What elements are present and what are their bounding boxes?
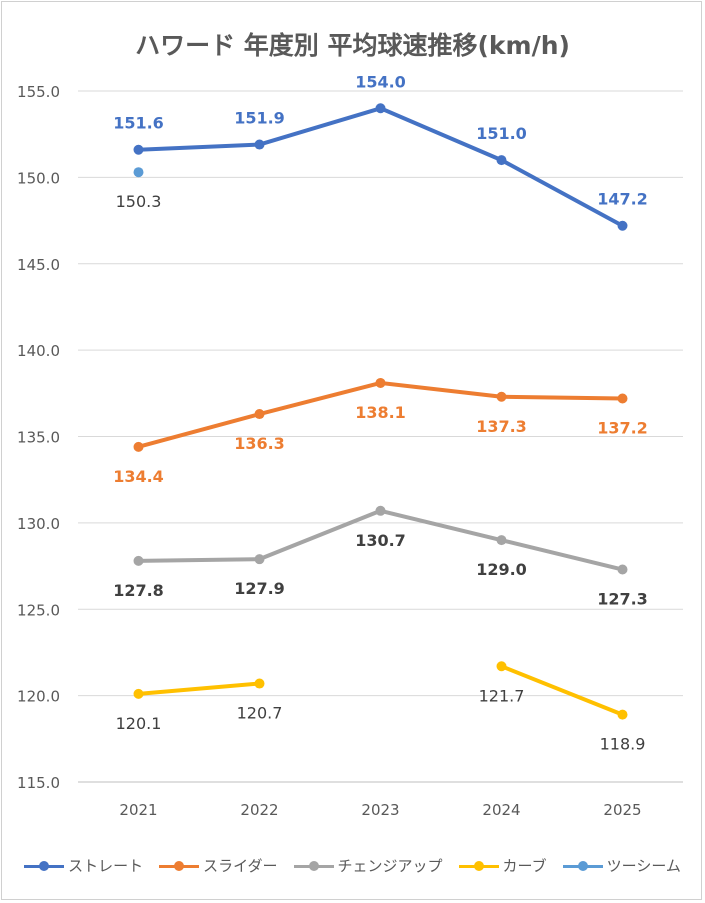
data-point xyxy=(133,167,144,178)
data-label: 129.0 xyxy=(476,560,527,579)
data-point xyxy=(617,220,628,231)
data-label: 120.1 xyxy=(116,714,162,733)
series-line-segment xyxy=(257,106,383,147)
chart-title: ハワード 年度別 平均球速推移(km/h) xyxy=(135,31,570,60)
data-label: 127.8 xyxy=(113,581,164,600)
y-tick-label: 115.0 xyxy=(17,774,60,792)
data-point xyxy=(133,688,144,699)
legend-label: カーブ xyxy=(502,857,547,875)
data-point xyxy=(254,139,265,150)
legend-item: スライダー xyxy=(159,855,278,876)
series-line-segment xyxy=(136,681,262,696)
series-line-segment xyxy=(499,394,625,401)
y-tick-label: 140.0 xyxy=(17,342,60,360)
data-point xyxy=(254,678,265,689)
data-label: 151.9 xyxy=(234,109,285,128)
x-tick-label: 2021 xyxy=(119,801,157,819)
legend-label: チェンジアップ xyxy=(337,857,443,875)
data-point xyxy=(496,661,507,672)
legend-swatch xyxy=(159,860,200,872)
x-tick-label: 2025 xyxy=(603,801,641,819)
legend-label: ストレート xyxy=(68,857,144,875)
data-label: 151.0 xyxy=(476,124,527,143)
data-point xyxy=(496,391,507,402)
legend-swatch xyxy=(293,860,334,872)
data-point xyxy=(375,103,386,114)
x-tick-label: 2024 xyxy=(482,801,520,819)
series-line-segment xyxy=(136,142,262,152)
data-point xyxy=(133,144,144,155)
data-label: 151.6 xyxy=(113,114,164,133)
legend-item: チェンジアップ xyxy=(293,855,443,876)
data-label: 137.2 xyxy=(597,418,648,437)
data-point xyxy=(375,505,386,516)
series-line-segment xyxy=(499,158,625,228)
series-line-segment xyxy=(378,380,504,399)
data-label: 137.3 xyxy=(476,417,527,436)
series-line-segment xyxy=(136,557,262,563)
data-label: 118.9 xyxy=(600,735,646,754)
x-tick-label: 2023 xyxy=(361,801,399,819)
data-label: 138.1 xyxy=(355,403,406,422)
legend-item: カーブ xyxy=(458,855,547,876)
y-tick-label: 145.0 xyxy=(17,256,60,274)
y-tick-label: 125.0 xyxy=(17,601,60,619)
series-line-segment xyxy=(499,538,625,572)
data-point xyxy=(496,155,507,166)
y-tick-label: 155.0 xyxy=(17,83,60,101)
data-label: 130.7 xyxy=(355,531,406,550)
y-tick-label: 130.0 xyxy=(17,515,60,533)
legend-item: ストレート xyxy=(24,855,143,876)
data-point xyxy=(133,555,144,566)
data-point xyxy=(375,377,386,388)
x-tick-label: 2022 xyxy=(240,801,278,819)
data-point xyxy=(133,441,144,452)
y-tick-label: 120.0 xyxy=(17,688,60,706)
data-point xyxy=(496,535,507,546)
series-line-segment xyxy=(136,412,262,449)
data-point xyxy=(254,409,265,420)
data-label: 147.2 xyxy=(597,190,648,209)
series-line-segment xyxy=(378,508,504,543)
legend-label: スライダー xyxy=(203,857,278,875)
series-line-segment xyxy=(378,106,504,163)
data-label: 150.3 xyxy=(116,192,162,211)
legend-item: ツーシーム xyxy=(562,855,681,876)
legend-swatch xyxy=(458,860,499,872)
y-tick-label: 150.0 xyxy=(17,169,60,187)
data-label: 127.3 xyxy=(597,590,648,609)
data-point xyxy=(617,393,628,404)
y-tick-label: 135.0 xyxy=(17,429,60,447)
data-point xyxy=(254,554,265,565)
data-label: 127.9 xyxy=(234,579,285,598)
series-line-segment xyxy=(499,664,625,717)
data-label: 121.7 xyxy=(479,686,525,705)
legend-swatch xyxy=(562,860,603,872)
data-label: 136.3 xyxy=(234,434,285,453)
series-line-segment xyxy=(257,508,383,562)
data-label: 134.4 xyxy=(113,467,164,486)
chart-legend: ストレート スライダー チェンジアップ カーブ ツーシーム xyxy=(0,855,705,876)
series-line-segment xyxy=(257,380,383,417)
data-point xyxy=(617,564,628,575)
data-label: 120.7 xyxy=(237,704,283,723)
data-point xyxy=(617,709,628,720)
data-label: 154.0 xyxy=(355,72,406,91)
legend-swatch xyxy=(24,860,65,872)
legend-label: ツーシーム xyxy=(606,857,681,875)
